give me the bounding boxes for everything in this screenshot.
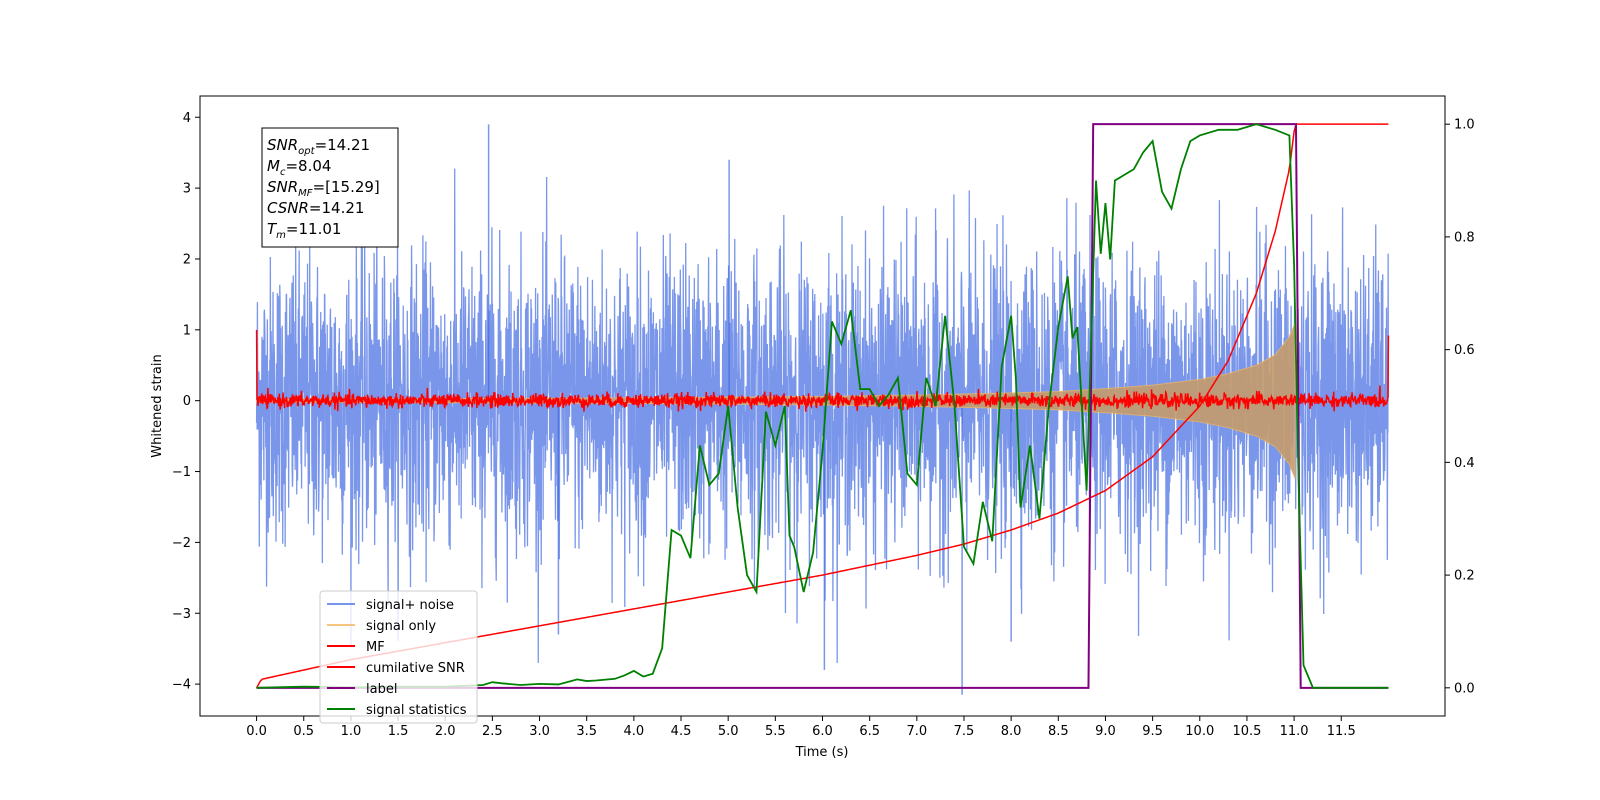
x-tick-label: 11.0 [1280, 724, 1309, 739]
annotation-mc: Mc=8.04 [267, 157, 331, 178]
legend-label-cumilative-snr: cumilative SNR [366, 661, 465, 676]
x-tick-label: 1.5 [388, 724, 409, 739]
y-left-tick-label: −2 [172, 536, 191, 551]
x-tick-label: 0.5 [293, 724, 314, 739]
legend-entry-cumilative-snr: cumilative SNR [327, 661, 465, 676]
legend-entry-signal-statistics: signal statistics [327, 703, 467, 718]
x-tick-label: 11.5 [1327, 724, 1356, 739]
legend-label-signal-only: signal only [366, 619, 436, 634]
axes: 0.0 0.5 1.0 1.5 2.0 2.5 3.0 3.5 4.0 4.5 5.0 5.5 6.0 6… [172, 111, 1475, 739]
x-tick-label: 6.5 [859, 724, 880, 739]
x-tick-label: 3.0 [529, 724, 550, 739]
legend: signal+ noise signal only MF cumilative … [319, 590, 478, 724]
legend-label-label: label [366, 682, 397, 697]
y-right-tick-label: 0.4 [1454, 456, 1475, 471]
annotation-frame [261, 127, 399, 248]
x-tick-label: 2.0 [435, 724, 456, 739]
legend-label-signal-noise: signal+ noise [366, 598, 454, 613]
x-axis-label: Time (s) [795, 745, 849, 760]
legend-entry-signal-noise: signal+ noise [327, 598, 454, 613]
y-right-tick-label: 0.6 [1454, 343, 1475, 358]
annotation-snr-opt: SNRopt=14.21 [267, 136, 370, 157]
annotation-csnr: CSNR=14.21 [267, 199, 364, 217]
x-tick-label: 8.5 [1048, 724, 1069, 739]
y-left-tick-label: −1 [172, 465, 191, 480]
y-left-tick-label: −4 [172, 678, 191, 693]
y-right-tick-label: 0.8 [1454, 230, 1475, 245]
legend-label-signal-statistics: signal statistics [366, 703, 467, 718]
x-tick-label: 5.5 [765, 724, 786, 739]
x-tick-label: 0.0 [246, 724, 267, 739]
y-axis-label: Whitened strain [150, 354, 165, 457]
y-right-tick-label: 0.0 [1454, 681, 1475, 696]
y-left-tick-label: 4 [183, 111, 191, 126]
y-left-tick-label: 1 [183, 323, 191, 338]
annotation-snr-mf: SNRMF=[15.29] [267, 178, 380, 199]
x-tick-label: 4.5 [671, 724, 692, 739]
legend-entry-signal-only: signal only [327, 619, 436, 634]
x-tick-label: 9.0 [1095, 724, 1116, 739]
y-right-tick-label: 0.2 [1454, 569, 1475, 584]
x-tick-label: 4.0 [624, 724, 645, 739]
x-tick-label: 9.5 [1142, 724, 1163, 739]
x-tick-label: 2.5 [482, 724, 503, 739]
legend-entry-mf: MF [327, 640, 385, 655]
y-right-tick-label: 1.0 [1454, 118, 1475, 133]
annotation-tm: Tm=11.01 [267, 220, 341, 241]
x-tick-label: 6.0 [812, 724, 833, 739]
annotation-box: SNRopt=14.21 Mc=8.04 SNRMF=[15.29] CSNR=… [261, 127, 399, 248]
x-tick-label: 1.0 [341, 724, 362, 739]
series-signal-noise [255, 168, 1390, 663]
x-tick-label: 5.0 [718, 724, 739, 739]
series-mf [255, 329, 1390, 412]
legend-label-mf: MF [366, 640, 385, 655]
x-tick-label: 10.5 [1232, 724, 1261, 739]
series-signal-statistics [256, 123, 1389, 689]
y-left-tick-label: −3 [172, 607, 191, 622]
x-tick-label: 7.0 [906, 724, 927, 739]
x-tick-label: 10.0 [1185, 724, 1214, 739]
x-tick-label: 8.0 [1001, 724, 1022, 739]
y-left-tick-label: 2 [183, 252, 191, 267]
legend-entry-label: label [327, 682, 397, 697]
legend-frame [319, 590, 478, 724]
y-left-tick-label: 0 [183, 394, 191, 409]
x-tick-label: 3.5 [576, 724, 597, 739]
x-tick-label: 7.5 [954, 724, 975, 739]
y-left-tick-label: 3 [183, 182, 191, 197]
